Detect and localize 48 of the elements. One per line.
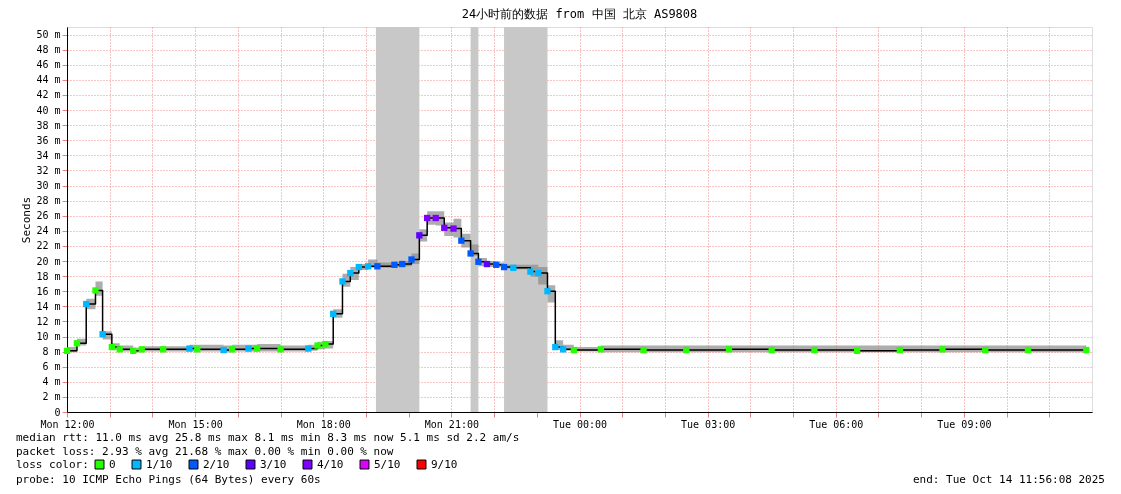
x-tick-label: Mon 12:00	[40, 418, 95, 430]
y-tick-label: 18 m	[36, 270, 61, 282]
x-tick-label: Tue 06:00	[809, 418, 864, 430]
y-tick-label: 20 m	[36, 255, 61, 267]
y-tick-label: 46 m	[36, 59, 61, 71]
y-tick-label: 30 m	[36, 180, 61, 192]
y-tick-label: 36 m	[36, 134, 61, 146]
x-tick-label: Tue 00:00	[552, 418, 608, 430]
legend-title: loss color:	[16, 458, 89, 471]
chart-title: 24小时前的数据 from 中国 北京 AS9808	[461, 7, 698, 21]
y-tick-label: 38 m	[36, 119, 61, 131]
y-tick-label: 16 m	[36, 285, 61, 297]
y-tick-label: 42 m	[36, 89, 61, 101]
x-tick-label: Mon 18:00	[296, 418, 351, 430]
text: probe: 10 ICMP Echo Pings (64 Bytes) every 60s	[16, 473, 321, 486]
y-tick-label: 6 m	[42, 361, 61, 373]
y-tick-label: 34 m	[36, 149, 61, 161]
y-tick-label: 50 m	[36, 29, 61, 41]
y-tick-label: 48 m	[36, 44, 61, 56]
y-tick-label: 24 m	[36, 225, 61, 237]
legend-label: 2/10	[203, 457, 230, 471]
y-tick-label: 10 m	[36, 331, 61, 343]
y-tick-label: 44 m	[36, 74, 61, 86]
legend-label: 3/10	[260, 457, 287, 471]
y-tick-label: 22 m	[36, 240, 61, 252]
x-tick-label: Tue 09:00	[937, 418, 992, 430]
legend-label: 5/10	[374, 457, 401, 471]
y-tick-label: 14 m	[36, 300, 61, 312]
y-tick-label: 26 m	[36, 210, 61, 222]
legend-label: 9/10	[431, 457, 458, 471]
y-tick-label: 40 m	[36, 104, 61, 116]
legend-label: 4/10	[317, 457, 344, 471]
text: median rtt: 11.0 ms avg 25.8 ms max 8.1 ms min 8.3 ms now 5.1 ms sd 2.2 am/s	[16, 431, 520, 444]
legend-label: 0	[109, 457, 116, 471]
y-tick-label: 32 m	[36, 164, 61, 176]
y-axis-title: Seconds	[20, 196, 34, 244]
x-tick-label: Mon 15:00	[168, 418, 223, 430]
legend-label: 1/10	[146, 457, 173, 471]
y-tick-label: 4 m	[42, 376, 61, 388]
x-tick-label: Mon 21:00	[424, 418, 479, 430]
y-tick-label: 12 m	[36, 315, 61, 327]
y-tick-label: 0	[54, 406, 61, 418]
y-tick-label: 2 m	[42, 391, 61, 403]
x-tick-label: Tue 03:00	[681, 418, 736, 430]
text: packet loss: 2.93 % avg 21.68 % max 0.00 % min 0.00 % now	[16, 445, 394, 458]
y-tick-label: 28 m	[36, 195, 61, 207]
y-tick-label: 8 m	[42, 346, 61, 358]
text: end: Tue Oct 14 11:56:08 2025	[912, 473, 1105, 486]
